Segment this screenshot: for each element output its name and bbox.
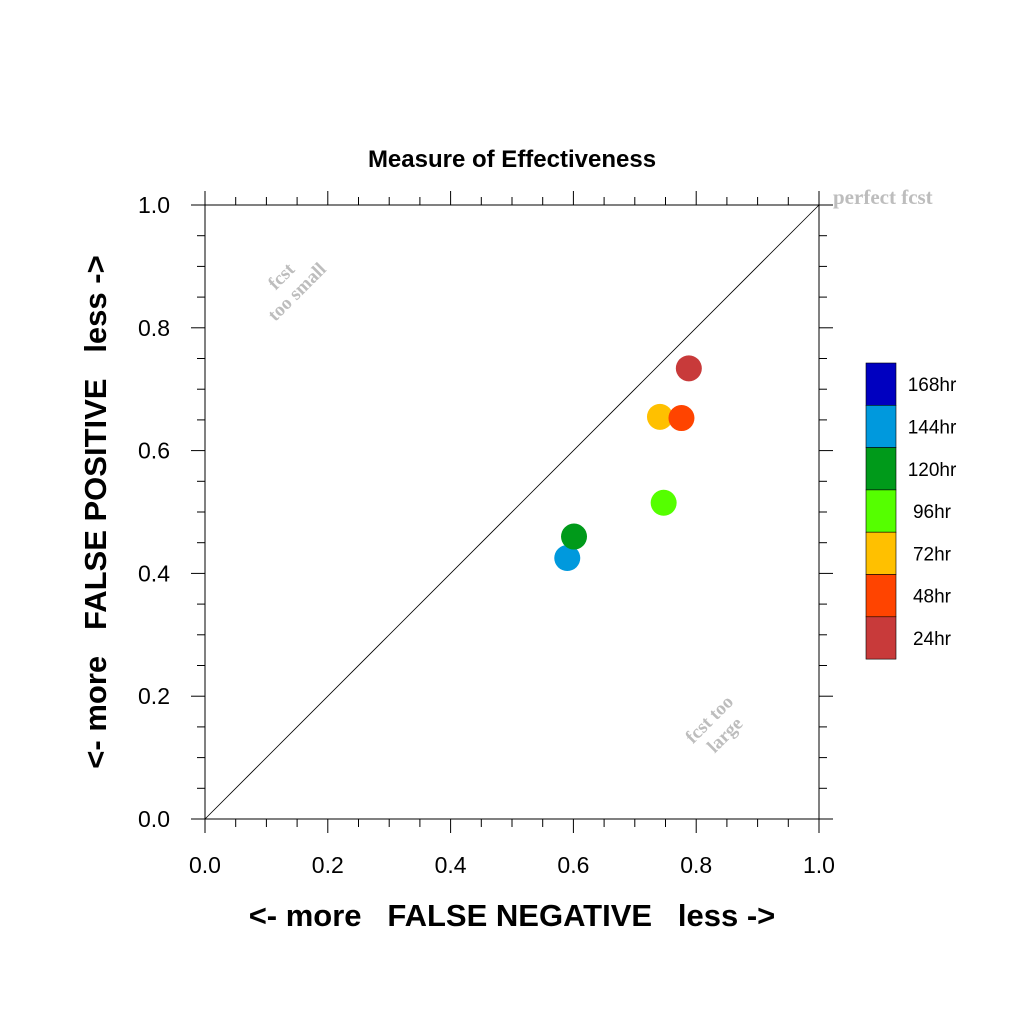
x-tick-label: 0.2	[312, 852, 344, 878]
diagonal-reference-line	[204, 204, 820, 820]
data-point-72hr	[646, 403, 673, 430]
legend-swatch-168hr	[865, 362, 897, 406]
x-tick-label: 0.4	[435, 852, 467, 878]
legend-label-144hr: 144hr	[908, 417, 957, 438]
data-point-24hr	[675, 355, 702, 382]
legend-swatch-48hr	[865, 574, 897, 618]
y-tick-label: 0.4	[138, 560, 170, 586]
legend-label-72hr: 72hr	[913, 544, 952, 565]
legend-label-48hr: 48hr	[913, 587, 952, 608]
legend-label-96hr: 96hr	[913, 502, 952, 523]
x-tick-label: 0.8	[680, 852, 712, 878]
legend-swatch-120hr	[865, 447, 897, 491]
data-point-144hr	[554, 545, 581, 572]
too-large-annotation: fcst too large	[682, 692, 748, 758]
legend-swatch-72hr	[865, 531, 897, 575]
legend-swatch-24hr	[865, 616, 897, 660]
y-tick-label: 0.2	[138, 683, 170, 709]
chart-title: Measure of Effectiveness	[368, 146, 656, 173]
data-point-120hr	[561, 523, 588, 550]
x-tick-label: 0.6	[557, 852, 589, 878]
data-point-96hr	[650, 489, 677, 516]
x-axis-label: <- more FALSE NEGATIVE less ->	[249, 898, 776, 933]
x-tick-label: 1.0	[803, 852, 835, 878]
perfect-forecast-annotation: perfect fcst	[833, 185, 933, 209]
legend: 168hr 144hr 120hr 96hr 72hr 48hr 24hr	[865, 362, 957, 660]
data-point-48hr	[668, 405, 695, 432]
legend-swatch-144hr	[865, 404, 897, 448]
data-points	[554, 355, 702, 572]
legend-swatch-96hr	[865, 489, 897, 533]
legend-label-168hr: 168hr	[908, 375, 957, 396]
y-tick-label: 0.8	[138, 315, 170, 341]
x-tick-label: 0.0	[189, 852, 221, 878]
y-tick-label: 0.0	[138, 806, 170, 832]
axis-ticks	[191, 191, 833, 833]
legend-label-120hr: 120hr	[908, 460, 957, 481]
legend-label-24hr: 24hr	[913, 629, 952, 650]
y-axis-label: <- more FALSE POSITIVE less ->	[78, 255, 113, 768]
y-tick-label: 1.0	[138, 192, 170, 218]
y-tick-label: 0.6	[138, 438, 170, 464]
too-small-annotation: fcst too small	[264, 259, 331, 326]
